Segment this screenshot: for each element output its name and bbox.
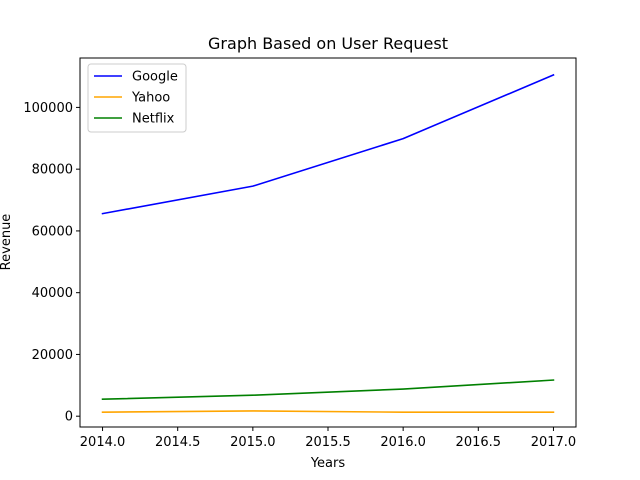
series-line-netflix [101, 379, 555, 401]
x-tick-label: 2016.5 [456, 435, 502, 450]
legend-label-netflix: Netflix [132, 112, 175, 127]
x-tick-label: 2015.5 [305, 435, 351, 450]
x-tick-label: 2017.0 [531, 435, 577, 450]
y-axis-label: Revenue [0, 214, 14, 271]
series-line-google [101, 73, 555, 215]
series-line-yahoo [101, 410, 555, 413]
x-tick-label: 2016.0 [380, 435, 426, 450]
y-tick-label: 80000 [32, 163, 73, 178]
y-tick-label: 60000 [32, 224, 73, 239]
x-axis-label: Years [310, 456, 346, 471]
x-tick-label: 2015.0 [230, 435, 276, 450]
y-tick-label: 0 [65, 410, 73, 425]
x-tick-label: 2014.0 [80, 435, 126, 450]
chart-title: Graph Based on User Request [208, 34, 448, 53]
legend: Google Yahoo Netflix [87, 63, 187, 133]
y-tick-label: 100000 [23, 101, 73, 116]
series-layer [101, 73, 555, 413]
x-tick-label: 2014.5 [155, 435, 201, 450]
y-axis: 0 20000 40000 60000 80000 100000 [23, 101, 80, 425]
x-axis: 2014.0 2014.5 2015.0 2015.5 2016.0 2016.5 2017… [80, 427, 576, 450]
legend-label-google: Google [132, 70, 178, 85]
legend-label-yahoo: Yahoo [131, 91, 170, 106]
y-tick-label: 40000 [32, 286, 73, 301]
y-tick-label: 20000 [32, 348, 73, 363]
legend-box [87, 63, 187, 133]
